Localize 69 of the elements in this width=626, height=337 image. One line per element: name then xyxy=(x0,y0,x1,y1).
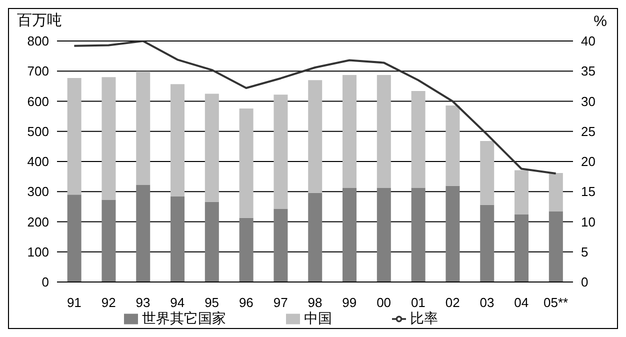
x-tick-label: 96 xyxy=(238,295,254,310)
bar xyxy=(204,202,219,282)
y-tick-label: 0 xyxy=(42,274,49,290)
bar xyxy=(136,184,150,282)
bar xyxy=(342,188,357,282)
x-tick-label: 95 xyxy=(204,295,220,310)
bar xyxy=(514,214,529,282)
bar xyxy=(308,80,322,193)
x-tick-label: 93 xyxy=(136,295,150,310)
y-tick-label: 100 xyxy=(27,244,49,260)
y2-tick-label: 30 xyxy=(581,94,596,109)
line-series xyxy=(73,41,557,175)
x-tick-label: 05** xyxy=(544,295,568,310)
y-tick-label: 600 xyxy=(27,94,49,109)
bar xyxy=(274,94,288,209)
bar xyxy=(204,94,219,202)
bar xyxy=(67,78,82,195)
bar xyxy=(411,188,426,282)
bar xyxy=(376,75,391,188)
x-tick-label: 97 xyxy=(273,295,288,310)
legend-label: 比率 xyxy=(410,310,438,326)
bar xyxy=(480,141,494,205)
x-tick-label: 99 xyxy=(342,295,357,310)
bar xyxy=(102,200,116,282)
bar xyxy=(480,204,494,282)
y-tick-label: 400 xyxy=(27,154,49,170)
y-tick-label: 700 xyxy=(27,64,49,79)
x-tick-label: 92 xyxy=(101,295,116,310)
y2-tick-label: 25 xyxy=(581,124,596,139)
y2-tick-label: 35 xyxy=(581,64,596,79)
legend-label: 中国 xyxy=(304,310,332,326)
bar xyxy=(170,84,185,196)
y2-tick-label: 20 xyxy=(581,154,596,170)
x-tick-label: 94 xyxy=(170,295,185,310)
bar xyxy=(514,170,529,214)
bar xyxy=(239,108,254,218)
x-tick-label: 00 xyxy=(376,295,392,310)
x-tick-label: 98 xyxy=(308,295,322,310)
bar xyxy=(170,196,185,282)
bar xyxy=(274,208,288,282)
y2-tick-label: 5 xyxy=(581,244,588,260)
bar xyxy=(411,91,426,188)
bar xyxy=(548,172,563,212)
bar xyxy=(342,75,357,188)
y2-tick-label: 40 xyxy=(581,34,596,49)
y2-tick-label: 0 xyxy=(581,274,588,290)
bar xyxy=(136,71,150,185)
x-tick-label: 04 xyxy=(514,295,529,310)
bar xyxy=(102,77,116,200)
bar xyxy=(548,211,563,282)
bar xyxy=(446,186,460,282)
bar xyxy=(376,188,391,282)
legend-label: 世界其它国家 xyxy=(142,310,226,326)
y-tick-label: 200 xyxy=(27,214,49,230)
y-tick-label: 800 xyxy=(27,34,49,49)
y2-tick-label: 15 xyxy=(581,184,596,200)
bar xyxy=(308,192,322,282)
y-axis-title: 百万吨 xyxy=(17,11,62,30)
y2-tick-label: 10 xyxy=(581,214,596,230)
y-tick-label: 300 xyxy=(27,184,49,200)
x-tick-label: 03 xyxy=(480,295,494,310)
x-tick-label: 01 xyxy=(410,295,426,310)
x-tick-label: 91 xyxy=(66,295,82,310)
bar xyxy=(239,218,254,282)
x-tick-label: 02 xyxy=(445,295,460,310)
y2-axis-title: % xyxy=(594,13,607,30)
y-tick-label: 500 xyxy=(27,124,49,139)
bar xyxy=(67,194,82,282)
bar xyxy=(446,105,460,186)
